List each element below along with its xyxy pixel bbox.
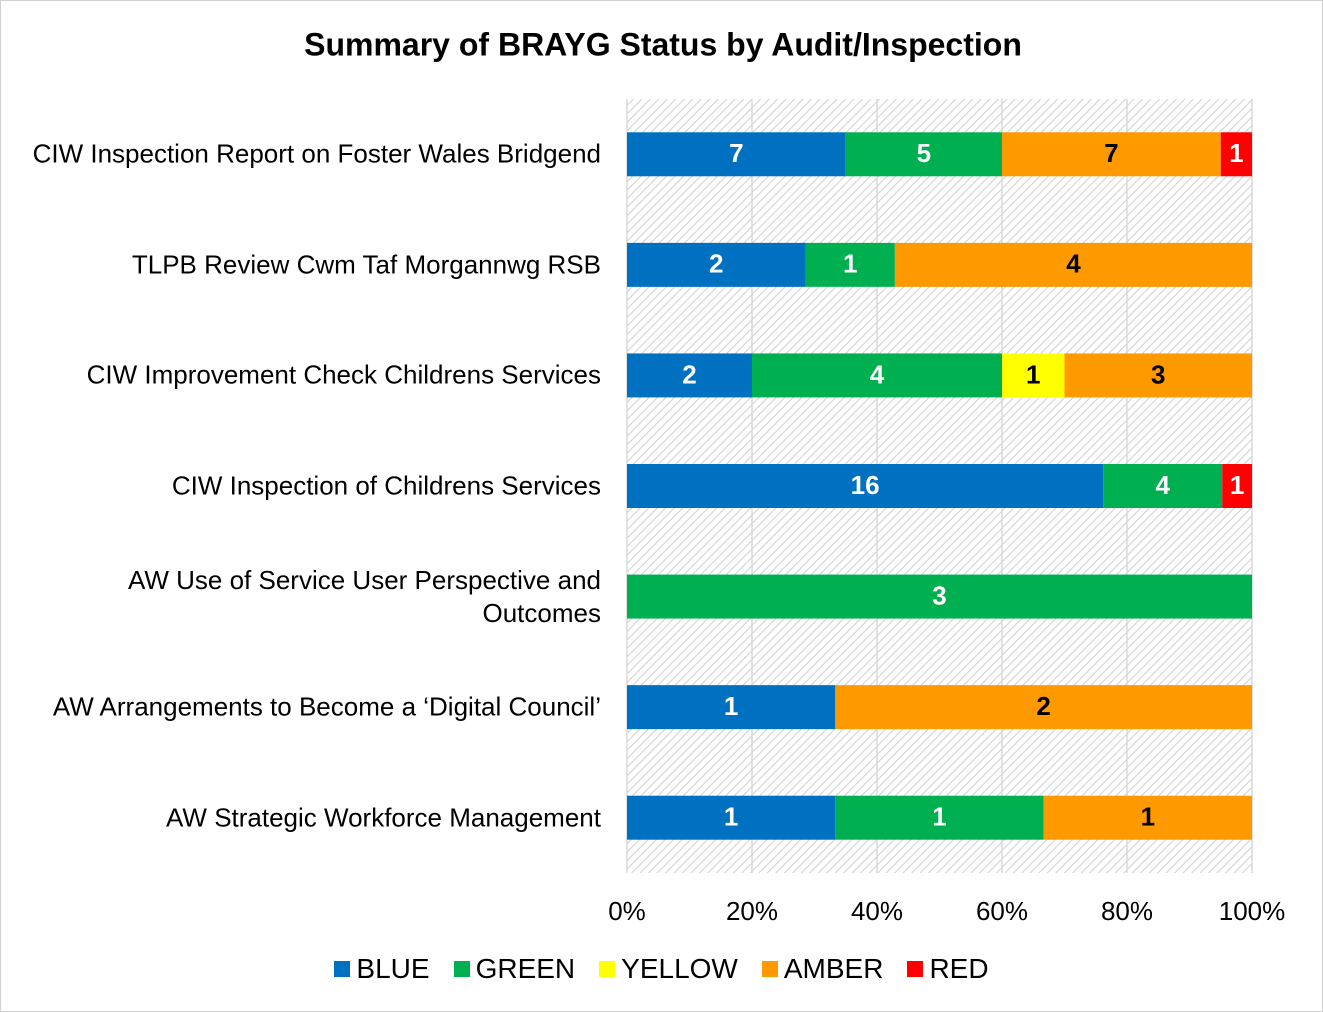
- x-tick-label: 40%: [851, 896, 903, 926]
- bar-segment: [835, 685, 1252, 730]
- value-label: 1: [724, 802, 738, 832]
- bar-segment: [627, 353, 752, 398]
- bar-segment: [1064, 353, 1252, 398]
- legend-label: BLUE: [356, 953, 430, 984]
- value-label: 4: [1155, 470, 1170, 500]
- value-label: 2: [1036, 691, 1050, 721]
- legend-item: GREEN: [453, 953, 576, 985]
- bar-segment: [805, 242, 895, 287]
- x-tick-label: 20%: [726, 896, 778, 926]
- value-label: 5: [917, 138, 931, 168]
- x-tick-label: 0%: [608, 896, 646, 926]
- category-label: AW Use of Service User Perspective and O…: [128, 564, 601, 628]
- legend-item: BLUE: [334, 953, 430, 985]
- bar-segment: [845, 132, 1002, 177]
- value-label: 1: [1026, 359, 1040, 389]
- legend-swatch: [599, 961, 616, 977]
- value-label: 1: [843, 249, 857, 279]
- value-label: 1: [1229, 138, 1243, 168]
- bar-segment: [752, 353, 1002, 398]
- category-label: AW Arrangements to Become a ‘Digital Cou…: [52, 691, 601, 722]
- bar-segment: [1220, 132, 1252, 177]
- bar-segment: [627, 685, 836, 730]
- legend-item: RED: [907, 953, 989, 985]
- value-label: 2: [682, 359, 696, 389]
- legend-label: YELLOW: [621, 953, 738, 984]
- legend-item: AMBER: [761, 953, 884, 985]
- bar-segment: [1222, 464, 1252, 508]
- bar-segment: [627, 132, 846, 177]
- legend-item: YELLOW: [599, 953, 738, 985]
- legend-swatch: [907, 961, 924, 977]
- legend-swatch: [761, 961, 778, 977]
- category-label: CIW Inspection Report on Foster Wales Br…: [32, 138, 601, 169]
- bar-segment: [835, 795, 1044, 840]
- value-label: 7: [1104, 138, 1118, 168]
- category-label: TLPB Review Cwm Taf Morgannwg RSB: [131, 249, 601, 280]
- value-label: 7: [729, 138, 743, 168]
- category-label: CIW Inspection of Childrens Services: [171, 470, 601, 501]
- chart-title: Summary of BRAYG Status by Audit/Inspect…: [304, 26, 1022, 62]
- x-tick-label: 80%: [1101, 896, 1153, 926]
- value-label: 16: [851, 470, 880, 500]
- value-label: 1: [1230, 470, 1244, 500]
- x-tick-label: 100%: [1219, 896, 1286, 926]
- value-label: 1: [724, 691, 738, 721]
- value-label: 4: [1066, 249, 1081, 279]
- value-label: 2: [709, 249, 723, 279]
- x-tick-label: 60%: [976, 896, 1028, 926]
- value-label: 3: [1151, 359, 1165, 389]
- bar-segment: [1103, 464, 1223, 508]
- legend-swatch: [334, 961, 351, 977]
- category-label: AW Strategic Workforce Management: [166, 802, 601, 833]
- legend: BLUE GREEN YELLOW AMBER RED: [1, 953, 1322, 985]
- value-label: 3: [932, 580, 946, 610]
- legend-label: GREEN: [475, 953, 576, 984]
- value-label: 1: [932, 802, 946, 832]
- legend-swatch: [453, 961, 470, 977]
- value-label: 4: [870, 359, 885, 389]
- bar-segment: [627, 242, 806, 287]
- category-label: CIW Improvement Check Childrens Services: [86, 359, 601, 390]
- value-label: 1: [1141, 802, 1155, 832]
- bar-segment: [1043, 795, 1252, 840]
- legend-label: AMBER: [783, 953, 884, 984]
- bar-segment: [627, 795, 836, 840]
- bar-segment: [1002, 353, 1065, 398]
- bar-segment: [627, 574, 1252, 619]
- bar-segment: [627, 464, 1104, 508]
- bar-segment: [1002, 132, 1221, 177]
- bar-segment: [894, 242, 1252, 287]
- legend-label: RED: [929, 953, 989, 984]
